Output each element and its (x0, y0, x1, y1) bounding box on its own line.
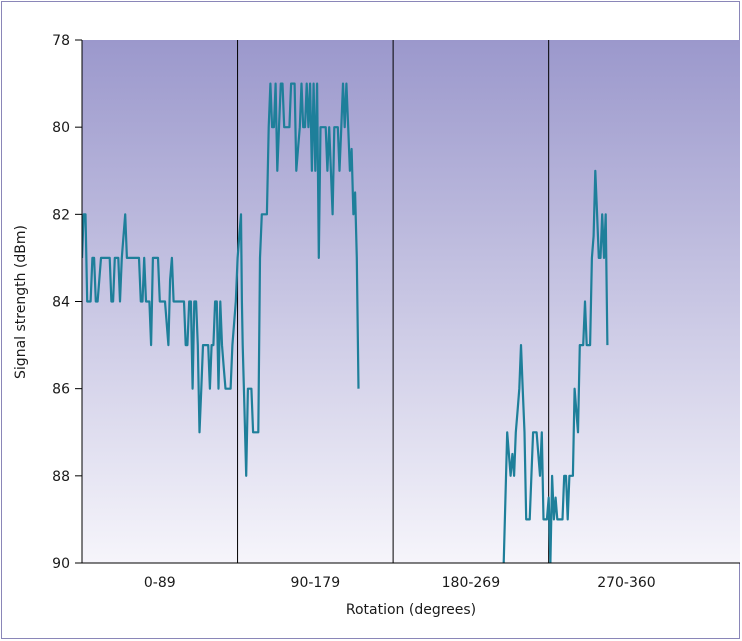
x-segment-label: 270-360 (597, 575, 656, 591)
y-tick-label: 90 (52, 556, 70, 572)
x-axis-title: Rotation (degrees) (346, 602, 476, 618)
y-tick-label: 84 (52, 295, 70, 311)
x-segment-label: 180-269 (442, 575, 501, 591)
y-tick-label: 80 (52, 120, 70, 136)
y-tick-label: 86 (52, 382, 70, 398)
y-tick-label: 78 (52, 33, 70, 49)
signal-series-line-2 (502, 169, 609, 563)
x-segment-label: 90-179 (291, 575, 341, 591)
x-segment-label: 0-89 (144, 575, 176, 591)
y-axis-title: Signal strength (dBm) (13, 225, 29, 379)
y-tick-label: 88 (52, 469, 70, 485)
y-tick-label: 82 (52, 207, 70, 223)
signal-series-line-1 (82, 82, 360, 477)
